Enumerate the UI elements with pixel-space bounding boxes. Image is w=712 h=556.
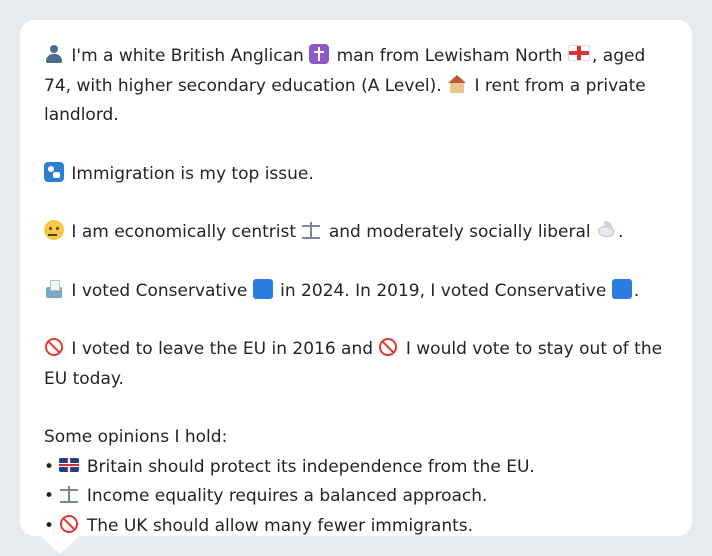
vote-text-2: in 2024. In 2019, I voted Conservative — [280, 280, 607, 301]
vote-text-3: . — [633, 280, 640, 301]
list-item: • Income equality requires a balanced ap… — [44, 482, 668, 512]
uk-flag-icon — [59, 457, 80, 472]
eu-line: I voted to leave the EU in 2016 and I wo… — [44, 335, 668, 394]
intro-text-2: man from Lewisham North — [336, 46, 563, 66]
passport-control-icon — [44, 161, 64, 182]
balance-scale-icon — [59, 484, 79, 504]
intro-text-3: , aged 74, with higher secondary educati… — [44, 46, 646, 96]
ideology-text-3: . — [618, 222, 624, 242]
person-icon — [44, 44, 64, 64]
bubble-tail — [38, 534, 82, 554]
eu-text-1: I voted to leave the EU in 2016 and — [71, 339, 374, 359]
opinion-text: The UK should allow many fewer immigrant… — [86, 515, 474, 536]
vote-history-line: I voted Conservative in 2024. In 2019, I… — [44, 277, 668, 307]
dove-icon — [596, 220, 616, 240]
ballot-box-icon — [44, 279, 64, 299]
ideology-text-2: and moderately socially liberal — [328, 222, 591, 242]
vote-text-1: I voted Conservative — [71, 280, 248, 301]
list-item: • Britain should protect its independenc… — [44, 453, 668, 483]
house-icon — [447, 74, 467, 94]
bullet-marker: • — [44, 486, 55, 506]
blue-square-icon — [611, 278, 632, 299]
england-flag-icon — [567, 45, 590, 61]
intro-text-1: I'm a white British Anglican — [71, 46, 304, 66]
ideology-text-1: I am economically centrist — [71, 222, 297, 242]
opinions-heading: Some opinions I hold: — [44, 427, 228, 447]
list-item: • The UK should allow many fewer immigra… — [44, 512, 668, 542]
prohibited-icon — [59, 514, 79, 534]
intro-text-4: I rent from a private landlord. — [44, 75, 646, 126]
prohibited-icon — [378, 337, 398, 357]
balance-scale-icon — [301, 220, 321, 240]
ideology-line: I am economically centrist and moderatel… — [44, 218, 668, 248]
eu-text-2: I would vote to stay out of the EU today… — [44, 339, 663, 389]
bullet-marker: • — [44, 515, 55, 536]
bullet-marker: • — [44, 456, 55, 477]
intro-paragraph: I'm a white British Anglican man from Le… — [44, 42, 668, 131]
persona-message-bubble: I'm a white British Anglican man from Le… — [20, 20, 692, 536]
opinion-text: Britain should protect its independence … — [86, 456, 535, 477]
opinion-text: Income equality requires a balanced appr… — [86, 486, 488, 506]
top-issue-text: Immigration is my top issue. — [71, 163, 314, 184]
thinking-face-icon — [44, 220, 64, 240]
blue-square-icon — [252, 278, 273, 299]
top-issue-line: Immigration is my top issue. — [44, 160, 668, 190]
prohibited-icon — [44, 337, 64, 357]
latin-cross-icon — [309, 44, 330, 64]
